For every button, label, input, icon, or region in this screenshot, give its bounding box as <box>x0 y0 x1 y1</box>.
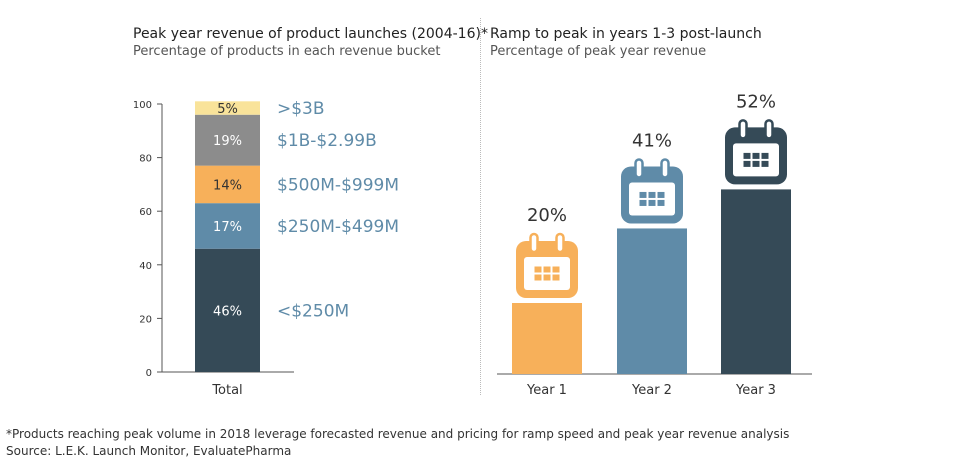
segment-value-label: 46% <box>213 304 242 319</box>
calendar-day <box>657 191 665 198</box>
calendar-ring <box>529 232 539 254</box>
bucket-legend-label: $500M-$999M <box>277 175 399 195</box>
stack-segment <box>195 101 260 115</box>
footnote: *Products reaching peak volume in 2018 l… <box>6 427 790 441</box>
bucket-legend-label: $250M-$499M <box>277 217 399 237</box>
calendar-day <box>752 160 760 167</box>
calendar-day <box>761 152 769 159</box>
panel-divider <box>480 18 481 395</box>
segment-value-label: 19% <box>213 134 242 149</box>
calendar-day <box>543 266 551 273</box>
ramp-value-label: 52% <box>736 91 776 112</box>
ramp-value-label: 41% <box>632 130 672 151</box>
x-category-label: Total <box>211 383 242 398</box>
x-category-label: Year 1 <box>526 383 567 398</box>
segment-value-label: 14% <box>213 178 242 193</box>
source-note: Source: L.E.K. Launch Monitor, EvaluateP… <box>6 444 292 458</box>
calendar-day <box>743 160 751 167</box>
calendar-page <box>733 143 779 177</box>
stack-segment <box>195 114 260 166</box>
calendar-day <box>648 191 656 198</box>
calendar-ring <box>738 119 748 140</box>
calendar-day <box>639 191 647 198</box>
calendar-page <box>524 257 570 290</box>
calendar-day <box>534 274 542 281</box>
stack-segment <box>195 248 260 372</box>
calendar-day <box>743 152 751 159</box>
y-tick-label: 80 <box>139 154 152 165</box>
calendar-day <box>752 152 760 159</box>
calendar-day <box>552 274 560 281</box>
ramp-bar <box>721 189 791 374</box>
bucket-legend-label: >$3B <box>277 99 325 119</box>
stack-segment <box>195 203 260 249</box>
ramp-bar <box>617 228 687 374</box>
calendar-ring <box>555 232 565 254</box>
calendar-ring <box>634 158 644 179</box>
calendar-day <box>648 199 656 206</box>
calendar-day <box>761 160 769 167</box>
segment-value-label: 17% <box>213 220 242 235</box>
y-tick-label: 100 <box>133 100 152 111</box>
right-chart-subtitle: Percentage of peak year revenue <box>490 44 707 59</box>
bucket-legend-label: $1B-$2.99B <box>277 131 377 151</box>
left-chart-subtitle: Percentage of products in each revenue b… <box>133 44 441 59</box>
calendar-ring <box>660 158 670 179</box>
calendar-day <box>639 199 647 206</box>
y-tick-label: 40 <box>139 261 152 272</box>
stack-segment <box>195 165 260 204</box>
calendar-day <box>552 266 560 273</box>
y-tick-label: 20 <box>139 314 152 325</box>
calendar-page <box>629 182 675 216</box>
bucket-legend-label: <$250M <box>277 301 349 321</box>
right-chart-title: Ramp to peak in years 1-3 post-launch <box>490 26 762 42</box>
y-tick-label: 0 <box>146 368 152 379</box>
calendar-day <box>534 266 542 273</box>
left-chart-title: Peak year revenue of product launches (2… <box>133 26 488 42</box>
ramp-bar <box>512 303 582 374</box>
calendar-ring <box>764 119 774 140</box>
calendar-day <box>657 199 665 206</box>
segment-value-label: 5% <box>217 102 238 117</box>
ramp-value-label: 20% <box>527 205 567 226</box>
calendar-day <box>543 274 551 281</box>
x-category-label: Year 3 <box>735 383 776 398</box>
x-category-label: Year 2 <box>631 383 672 398</box>
y-tick-label: 60 <box>139 207 152 218</box>
